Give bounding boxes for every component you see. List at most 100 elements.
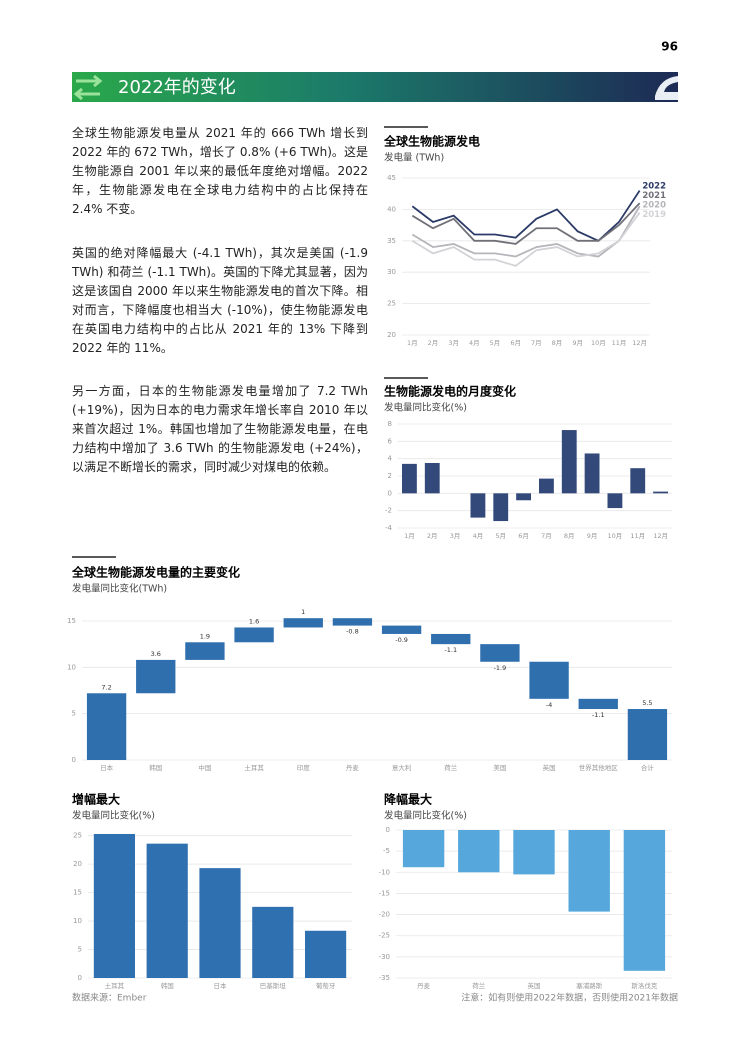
- y-tick-label: 5: [72, 710, 76, 718]
- bar: [584, 453, 600, 494]
- x-tick-label: 中国: [198, 763, 211, 772]
- data-label: -4: [546, 701, 552, 709]
- bar: [493, 493, 509, 522]
- x-tick-label: 5月: [490, 339, 501, 347]
- y-tick-label: 6: [388, 437, 393, 445]
- y-tick-label: 0: [78, 974, 82, 982]
- bar: [234, 627, 274, 643]
- bar: [401, 463, 417, 494]
- data-label: -0.9: [395, 636, 408, 644]
- y-tick-label: 45: [387, 174, 396, 182]
- x-tick-label: 斯洛伐克: [631, 981, 658, 990]
- y-tick-label: 10: [73, 917, 82, 925]
- bar: [578, 698, 618, 710]
- y-tick-label: 0: [386, 826, 390, 834]
- bar: [458, 830, 500, 873]
- y-tick-label: 0: [388, 489, 392, 497]
- y-tick-label: 4: [388, 455, 393, 463]
- x-tick-label: 葡萄牙: [316, 981, 336, 990]
- y-tick-label: 25: [73, 832, 82, 840]
- paragraph: 全球生物能源发电量从 2021 年的 666 TWh 增长到 2022 年的 6…: [72, 126, 368, 216]
- bar: [568, 830, 610, 912]
- bar: [402, 830, 445, 868]
- x-tick-label: 9月: [572, 339, 583, 347]
- x-tick-label: 印度: [297, 763, 311, 772]
- data-label: -1.9: [494, 664, 507, 672]
- legend-label: 2020: [642, 201, 666, 211]
- bar: [146, 843, 188, 978]
- chart-title: 生物能源发电的月度变化: [384, 384, 516, 399]
- legend-label: 2022: [642, 182, 666, 192]
- x-tick-label: 美国: [493, 763, 506, 772]
- header-band: [72, 72, 678, 102]
- y-tick-label: -5: [383, 847, 390, 855]
- x-tick-label: 合计: [641, 763, 655, 772]
- chart-subtitle: 发电量同比变化(%): [72, 810, 155, 822]
- y-tick-label: -15: [379, 889, 390, 897]
- x-tick-label: 1月: [404, 532, 415, 540]
- bar: [86, 693, 127, 760]
- y-tick-label: 2: [388, 472, 392, 480]
- line: [411, 212, 641, 267]
- line: [411, 205, 641, 258]
- chart-title: 增幅最大: [72, 792, 120, 807]
- bar: [283, 618, 323, 628]
- y-tick-label: 40: [387, 205, 396, 213]
- y-tick-label: 20: [73, 860, 82, 868]
- data-label: 1.9: [200, 632, 210, 640]
- bar: [538, 478, 554, 494]
- page-number: 96: [661, 40, 678, 54]
- x-tick-label: 6月: [518, 532, 529, 540]
- data-label: 5.5: [642, 699, 652, 707]
- data-label: -1.1: [592, 711, 605, 719]
- x-tick-label: 2月: [427, 532, 438, 540]
- data-label: -0.8: [346, 628, 359, 636]
- data-label: -1.1: [444, 646, 457, 654]
- x-tick-label: 4月: [473, 532, 484, 540]
- line: [411, 190, 641, 242]
- x-tick-label: 11月: [612, 339, 627, 347]
- bar: [381, 625, 422, 634]
- bar: [630, 468, 646, 494]
- bar: [431, 633, 471, 645]
- x-tick-label: 土耳其: [244, 763, 264, 772]
- x-tick-label: 世界其他地区: [579, 763, 619, 772]
- x-tick-label: 5月: [495, 532, 506, 540]
- x-tick-label: 12月: [653, 532, 668, 540]
- y-tick-label: 10: [67, 663, 76, 671]
- bar: [627, 709, 668, 760]
- bar: [480, 644, 520, 662]
- y-tick-label: 35: [387, 237, 396, 245]
- x-tick-label: 11月: [630, 532, 645, 540]
- x-tick-label: 韩国: [149, 763, 162, 772]
- data-label: 3.6: [151, 650, 161, 658]
- x-tick-label: 3月: [450, 532, 461, 540]
- bar: [513, 830, 555, 875]
- header-logo: [655, 76, 678, 100]
- chart-title: 全球生物能源发电: [383, 134, 480, 149]
- x-tick-label: 2月: [428, 339, 439, 347]
- y-tick-label: -30: [379, 953, 390, 961]
- footer-note: 注意：如有则使用2022年数据，否则使用2021年数据: [461, 992, 678, 1004]
- x-tick-label: 英国: [543, 763, 556, 772]
- header-icon: [73, 74, 103, 101]
- footer-source: 数据来源：Ember: [72, 992, 147, 1004]
- bar: [561, 430, 577, 494]
- bar: [623, 830, 666, 971]
- y-tick-label: 8: [388, 420, 392, 428]
- chart-subtitle: 发电量同比变化(TWh): [72, 583, 167, 595]
- y-tick-label: -4: [385, 524, 393, 532]
- x-tick-label: 荷兰: [444, 763, 458, 772]
- bar: [470, 493, 486, 518]
- bar: [305, 930, 347, 978]
- x-tick-label: 土耳其: [105, 981, 125, 990]
- x-tick-label: 3月: [448, 339, 459, 347]
- y-tick-label: -20: [379, 911, 390, 919]
- y-tick-label: -2: [385, 507, 392, 515]
- line: [411, 202, 641, 245]
- header-title: 2022年的变化: [118, 77, 236, 98]
- x-tick-label: 10月: [608, 532, 623, 540]
- legend-label: 2019: [642, 210, 666, 220]
- x-tick-label: 6月: [510, 339, 521, 347]
